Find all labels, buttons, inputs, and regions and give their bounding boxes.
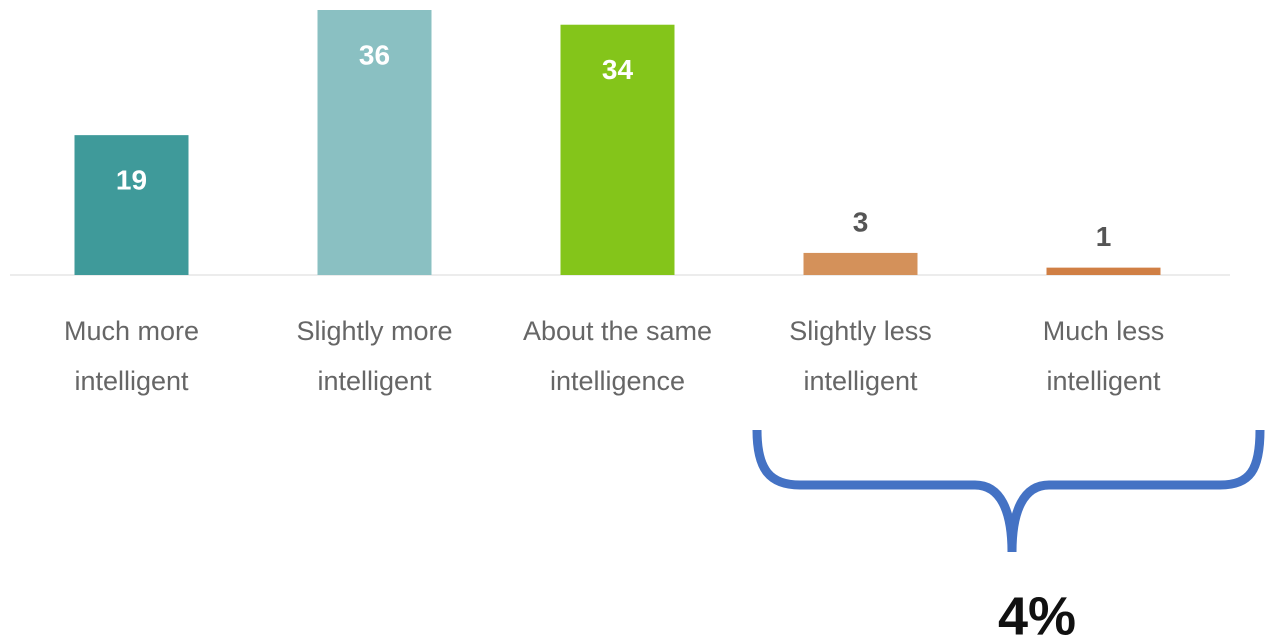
bar: [803, 252, 918, 275]
data-label: 36: [359, 39, 390, 70]
brace: [752, 429, 1265, 553]
annotation: 4%: [998, 586, 1076, 642]
data-label: 34: [602, 54, 634, 85]
bar: [560, 24, 675, 275]
data-label: 1: [1096, 221, 1112, 252]
x-tick-label: About the same intelligence: [523, 316, 712, 396]
x-tick-label: Slightly more intelligent: [296, 316, 452, 396]
bar: [1046, 267, 1161, 275]
x-tick-label: Much more intelligent: [64, 316, 199, 396]
bar: [74, 135, 189, 275]
bar: [317, 10, 432, 275]
x-tick-label: Slightly less intelligent: [789, 316, 932, 396]
x-tick-label: Much less intelligent: [1043, 316, 1165, 396]
data-label: 19: [116, 165, 147, 196]
data-label: 3: [853, 206, 869, 237]
